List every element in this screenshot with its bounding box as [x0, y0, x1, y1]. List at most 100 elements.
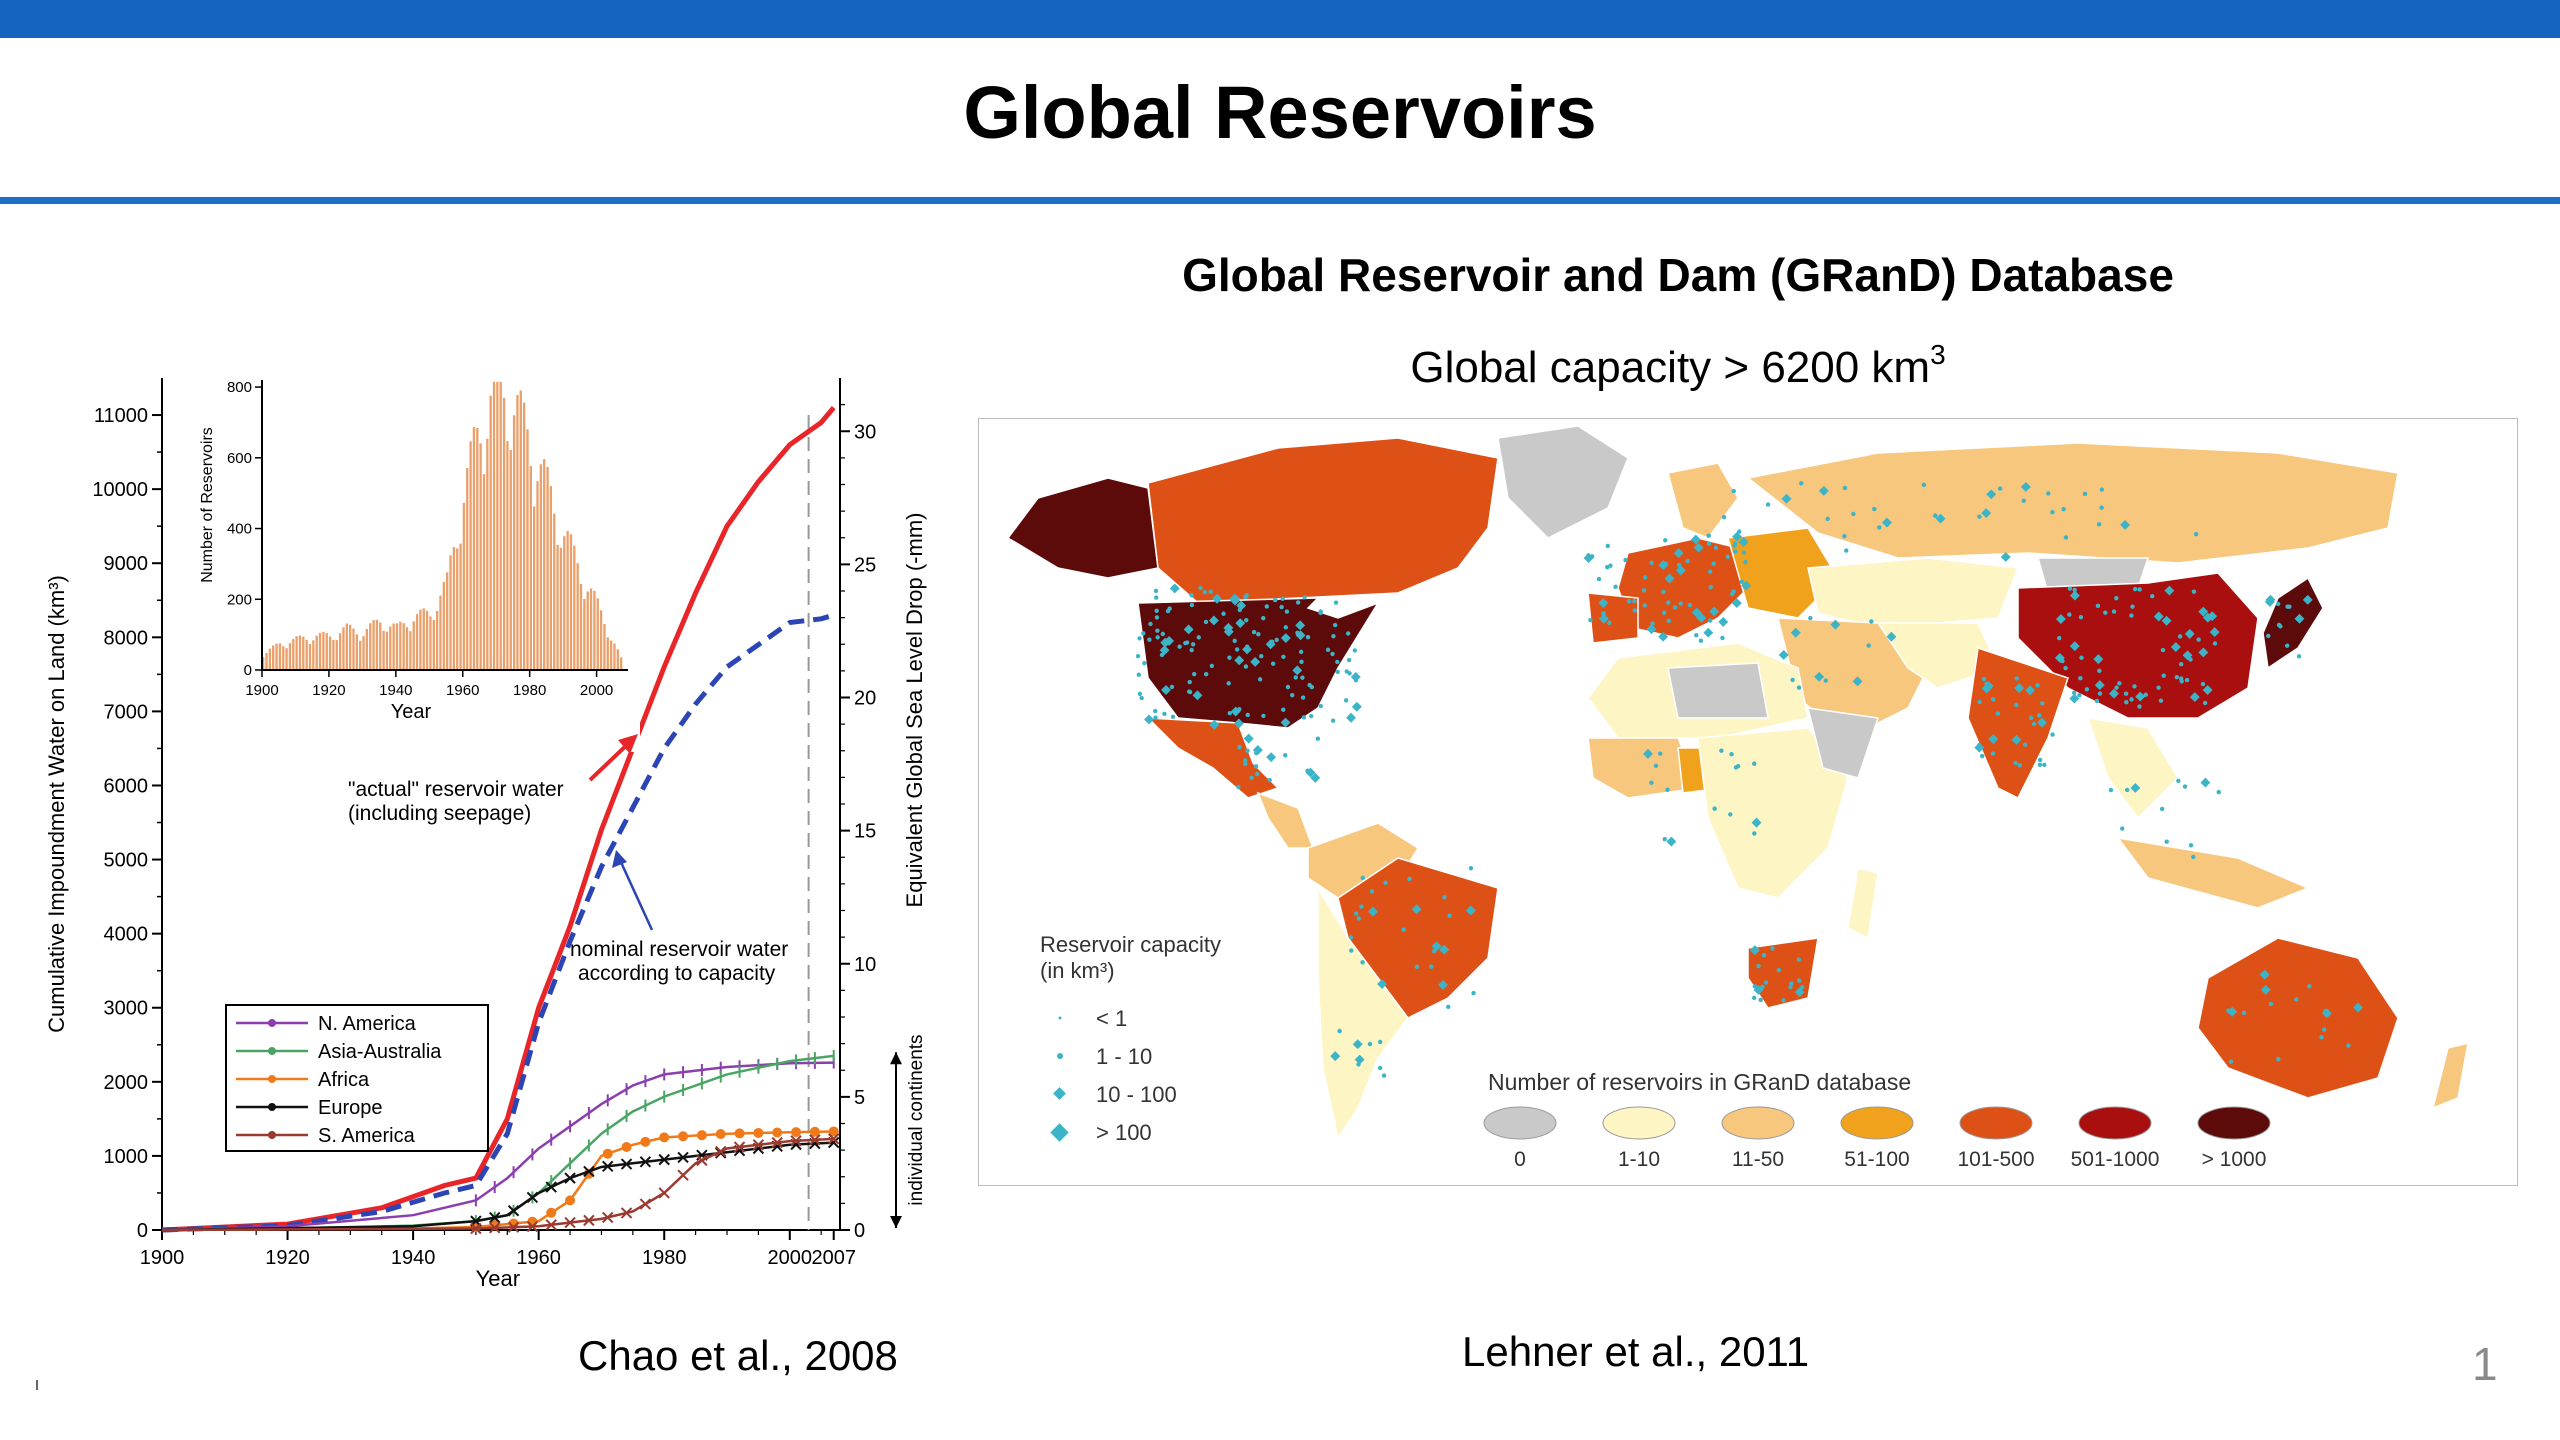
reservoir-dot [1752, 831, 1757, 836]
y2-tick-label: 5 [854, 1087, 865, 1109]
reservoir-dot [2046, 491, 2051, 496]
reservoir-dot [1243, 594, 1248, 600]
inset-bar [456, 548, 459, 670]
count-label: 1-10 [1618, 1148, 1660, 1171]
inset-bar [405, 627, 409, 670]
reservoir-dot [2132, 586, 2138, 592]
reservoir-dot [2025, 685, 2035, 696]
reservoir-dot [1261, 615, 1266, 621]
reservoir-dot [1884, 522, 1890, 527]
count-legend: Number of reservoirs in GRanD database 0… [1483, 1069, 2271, 1171]
reservoir-dot [1356, 916, 1362, 921]
reservoir-dot [2084, 687, 2090, 692]
inset-bar [482, 474, 486, 670]
capacity-legend: Reservoir capacity (in km³) < 1 1 - 10 1… [1040, 932, 1221, 1145]
reservoir-dots [1135, 481, 2364, 1078]
reservoir-dot [1877, 525, 1882, 530]
x-tick-label: 1900 [140, 1247, 185, 1269]
reservoir-dot [1823, 678, 1828, 683]
reservoir-dot [1729, 751, 1734, 757]
inset-bar [362, 636, 365, 670]
reservoir-dot [1318, 610, 1323, 616]
reservoir-dot [2099, 487, 2105, 492]
y-tick-label: 0 [137, 1220, 148, 1242]
inset-x-tick-label: 1940 [379, 682, 412, 699]
reservoir-dot [1737, 529, 1742, 534]
y-tick-label: 7000 [104, 701, 149, 723]
x-tick-label: 1920 [265, 1247, 310, 1269]
legend-label: Europe [318, 1097, 383, 1119]
series-marker [715, 1129, 726, 1140]
reservoir-dot [1447, 913, 1452, 918]
reservoir-dot [1310, 772, 1321, 783]
reservoir-dot [1264, 604, 1269, 609]
series-marker [752, 1139, 765, 1151]
reservoir-dot [1261, 713, 1266, 719]
reservoir-dot [1335, 669, 1340, 675]
reservoir-dot [1243, 761, 1248, 767]
inset-bar [272, 645, 275, 670]
region-south-america-south [1317, 885, 1409, 1140]
inset-bar [375, 619, 379, 670]
reservoir-dot [1642, 575, 1648, 580]
series-marker [791, 1127, 802, 1138]
inset-y-tick-label: 800 [227, 379, 252, 396]
inset-bar [402, 623, 405, 670]
region-madagascar [1847, 867, 1879, 940]
reservoir-dot [2111, 609, 2117, 614]
series-marker [677, 1169, 689, 1181]
map-subheading-sup: 3 [1930, 339, 1946, 370]
reservoir-dot [2182, 784, 2188, 789]
reservoir-dot [1259, 654, 1264, 659]
reservoir-dot [1738, 537, 1749, 548]
inset-bar [559, 547, 563, 670]
reservoir-dot [1799, 481, 1804, 486]
series-marker [828, 1126, 839, 1137]
count-swatch [2197, 1106, 2271, 1140]
series-marker [715, 1145, 727, 1158]
reservoir-dot [2097, 691, 2103, 696]
reservoir-dot [1170, 714, 1176, 720]
reservoir-dot [2200, 681, 2206, 687]
inset-y-tick-label: 0 [244, 662, 252, 679]
inset-bar [302, 636, 305, 670]
inset-bar [462, 502, 466, 670]
reservoir-dot [1309, 713, 1314, 719]
reservoir-dot [1237, 607, 1243, 613]
reservoir-dot [2129, 613, 2134, 618]
reservoir-dot [1608, 563, 1613, 568]
reservoir-dot [1650, 621, 1655, 626]
reservoir-dot [1162, 711, 1167, 717]
inset-bar [549, 486, 553, 670]
reservoir-dot [1770, 946, 1775, 951]
count-label: 0 [1514, 1148, 1526, 1171]
inset-y-label: Number of Reservoirs [199, 427, 216, 583]
reservoir-dot [1281, 654, 1286, 659]
series-marker [564, 1216, 576, 1229]
reservoir-dot [2069, 641, 2080, 652]
reservoir-dot [1632, 608, 1637, 613]
reservoir-dot [1280, 717, 1291, 728]
reservoir-dot [2042, 762, 2047, 768]
inset-bar [335, 640, 338, 670]
count-swatch [1840, 1106, 1914, 1140]
reservoir-dot [1345, 631, 1351, 636]
reservoir-dot [1642, 603, 1647, 608]
reservoir-dot [2078, 614, 2084, 620]
series-marker [772, 1127, 783, 1138]
inset-bar [372, 620, 375, 670]
reservoir-dot [2099, 505, 2104, 510]
series-marker [678, 1131, 689, 1142]
reservoir-dot [1245, 748, 1250, 753]
reservoir-dot [2036, 713, 2042, 718]
reservoir-dot [1401, 927, 1406, 932]
reservoir-dot [2108, 787, 2114, 793]
reservoir-dot [2094, 698, 2100, 704]
reservoir-dot [2179, 679, 2184, 684]
series-marker [809, 1134, 821, 1146]
reservoir-dot [1346, 712, 1356, 723]
reservoir-dot [2067, 612, 2072, 617]
series-actual [161, 405, 836, 1233]
inset-bar [449, 555, 452, 670]
legend-marker [268, 1047, 276, 1055]
